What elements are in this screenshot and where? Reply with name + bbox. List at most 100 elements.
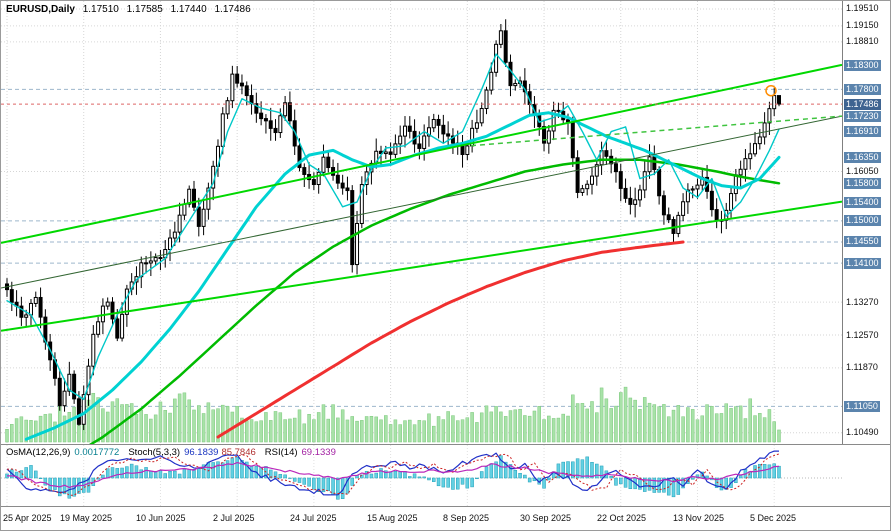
candle-body	[676, 214, 681, 234]
volume-bar	[503, 416, 508, 443]
volume-bar	[604, 398, 609, 443]
candle-body	[316, 171, 321, 186]
chart-plot-area[interactable]	[1, 1, 842, 444]
osma-histogram-bar	[211, 462, 215, 479]
candle-body	[709, 190, 714, 211]
osma-histogram-bar	[331, 477, 335, 496]
candle-body	[235, 73, 240, 84]
volume-bar	[153, 414, 158, 443]
osma-histogram-bar	[777, 465, 781, 479]
osma-histogram-bar	[29, 465, 33, 479]
volume-bar	[623, 386, 628, 443]
candle-body	[623, 187, 628, 199]
osma-histogram-bar	[403, 471, 407, 479]
volume-bar	[662, 404, 666, 443]
time-axis[interactable]: 25 Apr 2025 19 May 2025 10 Jun 2025 2 Jul 2…	[1, 507, 890, 530]
volume-bar	[686, 407, 690, 443]
candle-body	[594, 164, 599, 177]
volume-bar	[144, 414, 148, 443]
chart-header-ohlc: EURUSD,Daily 1.17510 1.17585 1.17440 1.1…	[6, 4, 256, 15]
osma-histogram-bar	[590, 462, 594, 479]
volume-bar	[408, 419, 412, 443]
date-label: 2 Jul 2025	[213, 513, 255, 523]
volume-bar	[609, 408, 613, 443]
osma-histogram-bar	[326, 477, 331, 492]
volume-bar	[657, 406, 661, 443]
osma-histogram-bar	[580, 459, 585, 479]
candle-body	[24, 314, 29, 318]
date-label: 19 May 2025	[60, 513, 113, 523]
volume-bar	[197, 405, 201, 443]
osma-histogram-bar	[566, 461, 570, 479]
price-axis-label: 1.15800	[844, 178, 881, 189]
volume-bar	[125, 404, 129, 443]
date-label: 5 Dec 2025	[750, 513, 797, 523]
candle-body	[254, 103, 259, 114]
volume-bar	[412, 424, 417, 443]
indicator-svg[interactable]	[1, 445, 842, 506]
volume-bar	[700, 415, 705, 443]
date-label: 13 Nov 2025	[673, 513, 725, 523]
osma-histogram-bar	[441, 477, 446, 488]
volume-bar	[34, 420, 38, 443]
volume-bar	[695, 419, 700, 443]
candle-body	[287, 102, 292, 122]
candle-body	[417, 143, 422, 149]
candle-body	[489, 71, 494, 91]
candle-body	[96, 321, 101, 335]
date-label: 30 Sep 2025	[520, 513, 572, 523]
volume-bar	[307, 414, 311, 443]
volume-bar	[451, 415, 455, 443]
volume-bar	[542, 419, 546, 443]
price-axis-label: 1.12570	[846, 330, 879, 340]
high-value: 1.17585	[126, 4, 163, 15]
volume-bar	[470, 412, 474, 443]
candle-body	[450, 135, 455, 144]
osma-histogram-bar	[738, 475, 743, 479]
price-axis[interactable]: 0.0031540 -0.0055552 1.195101.191501.188…	[842, 1, 890, 507]
osma-histogram-bar	[24, 467, 28, 479]
candle-body	[326, 156, 331, 169]
candle-body	[426, 127, 431, 137]
volume-bar	[585, 408, 589, 443]
osma-histogram-bar	[408, 476, 412, 479]
volume-bar	[163, 410, 167, 443]
volume-bar	[475, 422, 479, 443]
volume-bar	[537, 406, 541, 443]
date-label: 10 Jun 2025	[136, 513, 186, 523]
volume-bar	[455, 420, 460, 443]
candle-body	[402, 125, 407, 137]
price-axis-label: 1.14100	[844, 258, 881, 269]
osma-histogram-bar	[455, 477, 460, 490]
candle-body	[441, 124, 446, 135]
osma-histogram-bar	[388, 471, 393, 479]
osma-histogram-bar	[561, 461, 565, 479]
price-chart-svg[interactable]	[1, 1, 842, 444]
volume-bar	[494, 406, 498, 443]
candle-body	[196, 206, 201, 227]
indicator-panel[interactable]: OsMA(12,26,9) 0.0017772 Stoch(5,3,3) 96.183…	[1, 444, 890, 507]
volume-bar	[53, 421, 57, 443]
channel-upper-trendline	[1, 63, 842, 244]
volume-bar	[19, 416, 24, 443]
candle-body	[225, 100, 230, 115]
candle-body	[661, 195, 666, 216]
osma-histogram-bar	[278, 474, 283, 479]
osma-histogram-bar	[393, 470, 398, 479]
osma-histogram-bar	[595, 463, 599, 479]
volume-bar	[96, 397, 100, 443]
candle-body	[762, 122, 767, 138]
candle-body	[637, 189, 642, 201]
candle-body	[355, 222, 360, 266]
osma-histogram-bar	[695, 474, 700, 479]
volume-bar	[336, 417, 340, 443]
candle-body	[446, 133, 451, 137]
channel-lower-trendline	[1, 200, 842, 332]
candle-body	[753, 143, 758, 155]
candle-body	[388, 151, 393, 155]
osma-histogram-bar	[101, 474, 105, 479]
candle-body	[738, 168, 743, 176]
price-axis-label: 1.16350	[844, 152, 881, 163]
volume-bar	[767, 409, 772, 443]
candle-body	[239, 82, 244, 87]
